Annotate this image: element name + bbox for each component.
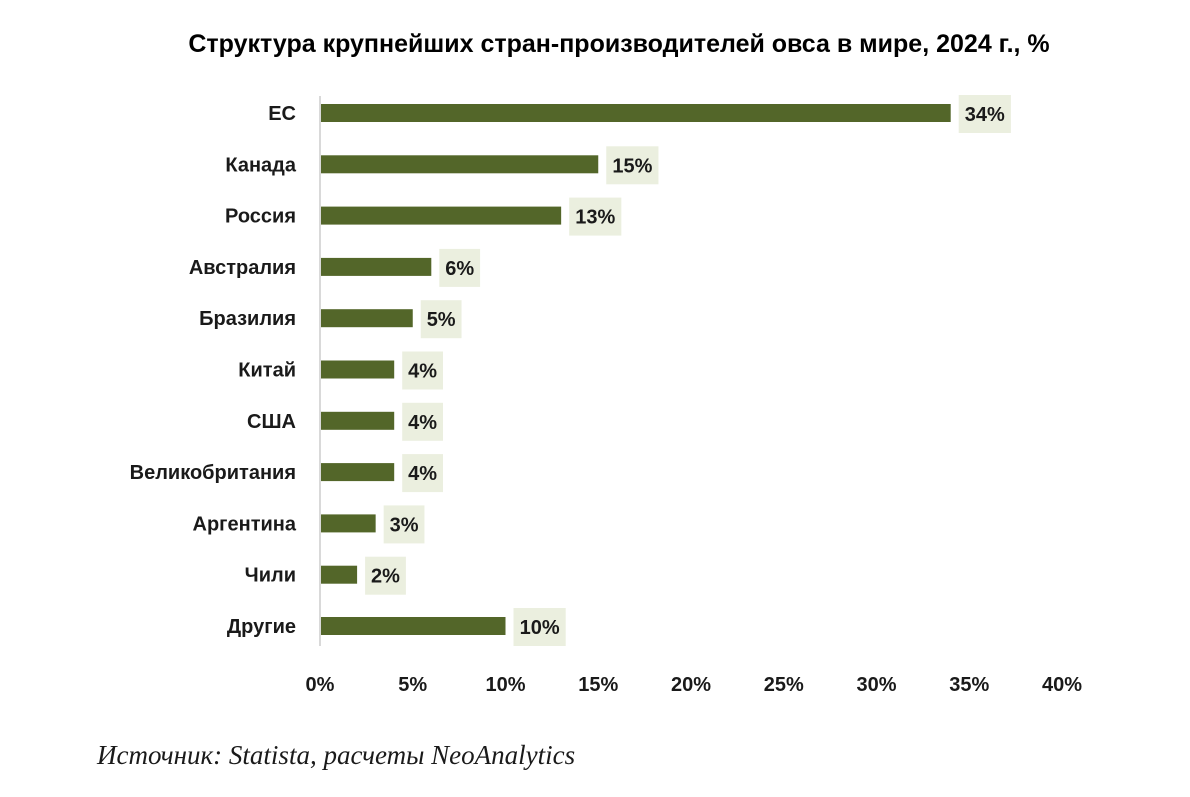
data-label: 13% [575,207,615,229]
data-label: 15% [612,155,652,177]
x-tick-label: 30% [856,674,896,696]
bar [321,565,358,584]
category-label: Бразилия [199,308,296,330]
data-label: 3% [390,514,419,536]
data-label-box [569,197,622,236]
data-label: 34% [965,104,1005,126]
data-label: 4% [408,463,437,485]
data-label: 2% [371,566,400,588]
bar [321,206,562,225]
bar [321,309,413,328]
data-label: 4% [408,412,437,434]
bar [321,411,395,430]
data-label: 4% [408,361,437,383]
chart-title: Структура крупнейших стран-производителе… [188,30,1049,58]
data-label-box [402,351,443,390]
data-label: 5% [427,309,456,331]
category-label: Другие [227,616,296,638]
x-tick-label: 10% [485,674,525,696]
x-axis-ticks: 0% 5% 10% 15% 20% 25% 30% 35% 40% [306,674,1083,696]
source-note: Источник: Statista, расчеты NeoAnalytics [97,740,576,770]
bar [321,104,951,122]
x-tick-label: 35% [949,674,989,696]
bar [321,463,395,482]
category-label: США [247,411,296,433]
x-tick-label: 40% [1042,674,1082,696]
x-tick-label: 5% [398,674,427,696]
bar [321,514,376,533]
data-label-box [402,402,443,441]
category-label: Россия [225,206,296,228]
data-label-box [958,95,1011,133]
x-tick-label: 0% [306,674,335,696]
bar [321,257,432,276]
data-label-box [402,454,443,493]
category-label: Канада [225,154,296,176]
category-label: Чили [245,565,296,587]
x-tick-label: 15% [578,674,618,696]
bars-layer: ЕС 34% Канада 15% Россия 13% Австралия 6% Бразил… [130,95,1011,646]
data-label: 10% [520,617,560,639]
x-tick-label: 25% [764,674,804,696]
bar [321,360,395,379]
bar [321,155,599,174]
data-label-box [365,556,406,595]
category-label: ЕС [268,103,296,125]
bar-chart: Структура крупнейших стран-производителе… [130,30,1083,696]
x-tick-label: 20% [671,674,711,696]
category-label: Великобритания [130,462,296,484]
category-label: Китай [238,360,296,382]
data-label: 6% [445,258,474,280]
data-label-box [439,248,481,287]
category-label: Австралия [189,257,296,279]
data-label-box [606,146,659,185]
bar [321,617,506,635]
category-label: Аргентина [193,513,297,535]
data-label-box [513,608,566,646]
data-label-box [383,505,425,544]
data-label-box [420,300,462,339]
